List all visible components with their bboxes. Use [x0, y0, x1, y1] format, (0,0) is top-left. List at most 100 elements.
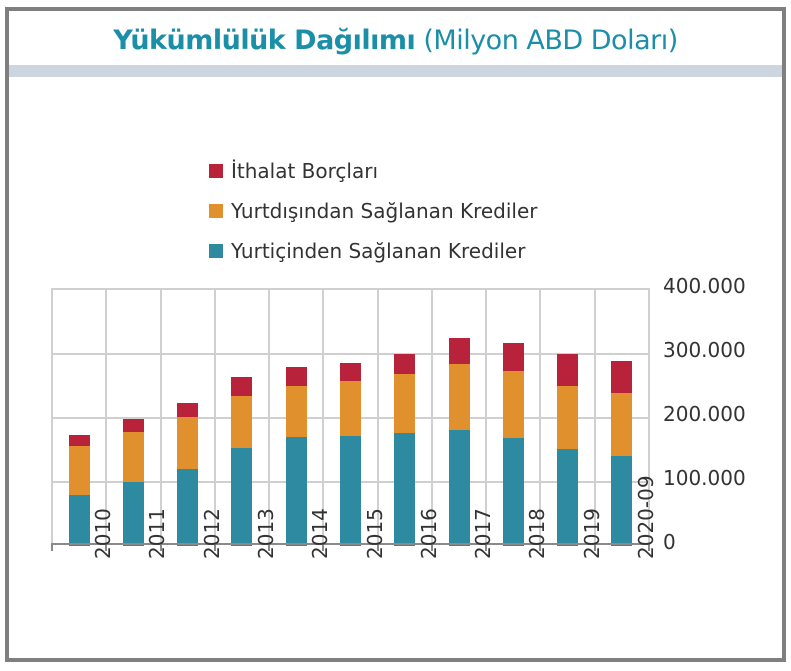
x-axis-tick [268, 543, 271, 551]
x-tick-label: 2019 [556, 508, 610, 659]
x-axis-line [51, 543, 650, 545]
chart-frame: Yükümlülük Dağılımı (Milyon ABD Doları) … [5, 7, 786, 662]
gridline-vertical [593, 290, 596, 546]
gridline-vertical [51, 290, 53, 546]
bar-segment [231, 377, 253, 397]
bar-2018 [502, 343, 524, 546]
chart-title: Yükümlülük Dağılımı (Milyon ABD Doları) [9, 25, 782, 56]
title-underline-bar [9, 65, 782, 77]
bar-segment [68, 494, 90, 546]
x-axis-tick [159, 543, 162, 551]
chart-title-main: Yükümlülük Dağılımı [113, 25, 416, 56]
bar-segment [448, 430, 470, 546]
legend-swatch-icon [209, 244, 223, 258]
x-axis-tick [648, 543, 650, 551]
x-tick-label-text: 2014 [308, 508, 333, 559]
bar-2011 [122, 419, 144, 546]
x-tick-label-text: 2017 [471, 508, 496, 559]
bar-segment [502, 437, 524, 546]
x-axis-tick [485, 543, 488, 551]
x-tick-label: 2017 [447, 508, 501, 659]
x-axis-tick [51, 543, 53, 551]
gridline-vertical [430, 290, 433, 546]
bar-segment [611, 455, 633, 546]
y-tick-label: 0 [663, 530, 676, 554]
y-tick-label: 200.000 [663, 402, 746, 426]
bar-segment [611, 393, 633, 456]
x-tick-label: 2014 [284, 508, 338, 659]
gridline-vertical [213, 290, 216, 546]
x-axis-tick [539, 543, 542, 551]
x-tick-label-text: 2012 [199, 508, 224, 559]
bar-segment [68, 435, 90, 447]
bar-segment [231, 396, 253, 449]
chart-title-unit: (Milyon ABD Doları) [423, 25, 678, 56]
bar-segment [285, 386, 307, 438]
bar-2016 [394, 354, 416, 546]
bar-segment [122, 432, 144, 482]
bar-segment [177, 403, 199, 417]
bar-2014 [285, 366, 307, 546]
x-tick-label: 2012 [176, 508, 230, 659]
y-tick-label: 300.000 [663, 338, 746, 362]
bar-segment [285, 366, 307, 387]
gridline-vertical [268, 290, 271, 546]
bar-segment [502, 343, 524, 372]
x-tick-label-text: 2016 [416, 508, 441, 559]
bar-segment [557, 386, 579, 449]
bar-segment [340, 380, 361, 436]
x-axis-tick [322, 543, 325, 551]
x-tick-label-text: 2013 [253, 508, 278, 559]
gridline-vertical [105, 290, 108, 546]
y-tick-label: 100.000 [663, 466, 746, 490]
bar-segment [448, 364, 470, 431]
gridline-horizontal [51, 353, 648, 355]
bar-segment [285, 437, 307, 546]
legend-item: Yurtdışından Sağlanan Krediler [209, 191, 538, 231]
bar-2015 [340, 362, 361, 546]
x-tick-label-text: 2010 [91, 508, 116, 559]
x-tick-label: 2018 [501, 508, 555, 659]
gridline-vertical [376, 290, 379, 546]
bar-segment [394, 354, 416, 374]
bar-segment [394, 432, 416, 546]
bar-segment [557, 448, 579, 546]
bar-segment [68, 446, 90, 495]
legend-label: Yurtiçinden Sağlanan Krediler [231, 239, 526, 263]
bar-segment [340, 362, 361, 381]
x-axis-tick [593, 543, 596, 551]
bar-2019 [557, 354, 579, 546]
x-tick-label: 2013 [230, 508, 284, 659]
bar-segment [231, 448, 253, 546]
x-tick-label-text: 2019 [579, 508, 604, 559]
bar-segment [340, 435, 361, 546]
bar-segment [611, 361, 633, 394]
bar-2013 [231, 377, 253, 546]
gridline-vertical [159, 290, 162, 546]
legend-label: Yurtdışından Sağlanan Krediler [231, 199, 538, 223]
x-tick-label-text: 2018 [525, 508, 550, 559]
legend-swatch-icon [209, 204, 223, 218]
bar-2010 [68, 435, 90, 546]
bar-segment [502, 371, 524, 438]
bar-segment [122, 419, 144, 433]
bar-2017 [448, 338, 470, 546]
bar-segment [394, 373, 416, 433]
x-tick-label-text: 2015 [362, 508, 387, 559]
legend-item: Yurtiçinden Sağlanan Krediler [209, 231, 538, 271]
x-axis-tick [213, 543, 216, 551]
chart-legend: İthalat Borçları Yurtdışından Sağlanan Kr… [209, 151, 538, 271]
x-tick-label: 2016 [393, 508, 447, 659]
plot-area [51, 288, 650, 546]
bar-segment [177, 469, 199, 546]
bar-segment [448, 338, 470, 365]
y-tick-label: 400.000 [663, 274, 746, 298]
x-axis-tick [376, 543, 379, 551]
gridline-vertical [322, 290, 325, 546]
gridline-vertical [485, 290, 488, 546]
bar-2012 [177, 403, 199, 546]
x-tick-label-text: 2020-09 [633, 475, 658, 559]
x-tick-label: 2020-09 [610, 475, 664, 659]
bar-segment [557, 354, 579, 387]
x-axis-tick [105, 543, 108, 551]
